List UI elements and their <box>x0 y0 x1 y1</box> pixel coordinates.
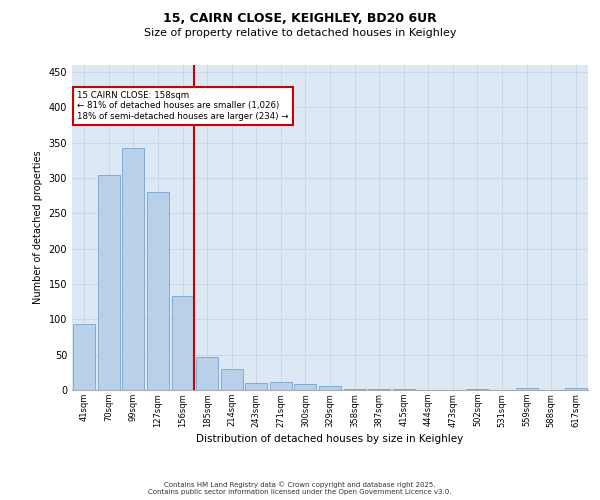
Bar <box>172 296 194 390</box>
Y-axis label: Number of detached properties: Number of detached properties <box>33 150 43 304</box>
Bar <box>98 174 120 390</box>
Bar <box>245 383 268 390</box>
Bar <box>344 388 365 390</box>
Text: 15, CAIRN CLOSE, KEIGHLEY, BD20 6UR: 15, CAIRN CLOSE, KEIGHLEY, BD20 6UR <box>163 12 437 26</box>
X-axis label: Distribution of detached houses by size in Keighley: Distribution of detached houses by size … <box>196 434 464 444</box>
Bar <box>565 388 587 390</box>
Bar <box>73 324 95 390</box>
Text: 15 CAIRN CLOSE: 158sqm
← 81% of detached houses are smaller (1,026)
18% of semi-: 15 CAIRN CLOSE: 158sqm ← 81% of detached… <box>77 91 289 121</box>
Bar <box>270 382 292 390</box>
Bar <box>147 192 169 390</box>
Bar <box>295 384 316 390</box>
Bar <box>466 388 488 390</box>
Text: Contains HM Land Registry data © Crown copyright and database right 2025.
Contai: Contains HM Land Registry data © Crown c… <box>148 482 452 495</box>
Text: Size of property relative to detached houses in Keighley: Size of property relative to detached ho… <box>144 28 456 38</box>
Bar <box>221 369 243 390</box>
Bar <box>319 386 341 390</box>
Bar <box>196 357 218 390</box>
Bar <box>515 388 538 390</box>
Bar <box>122 148 145 390</box>
